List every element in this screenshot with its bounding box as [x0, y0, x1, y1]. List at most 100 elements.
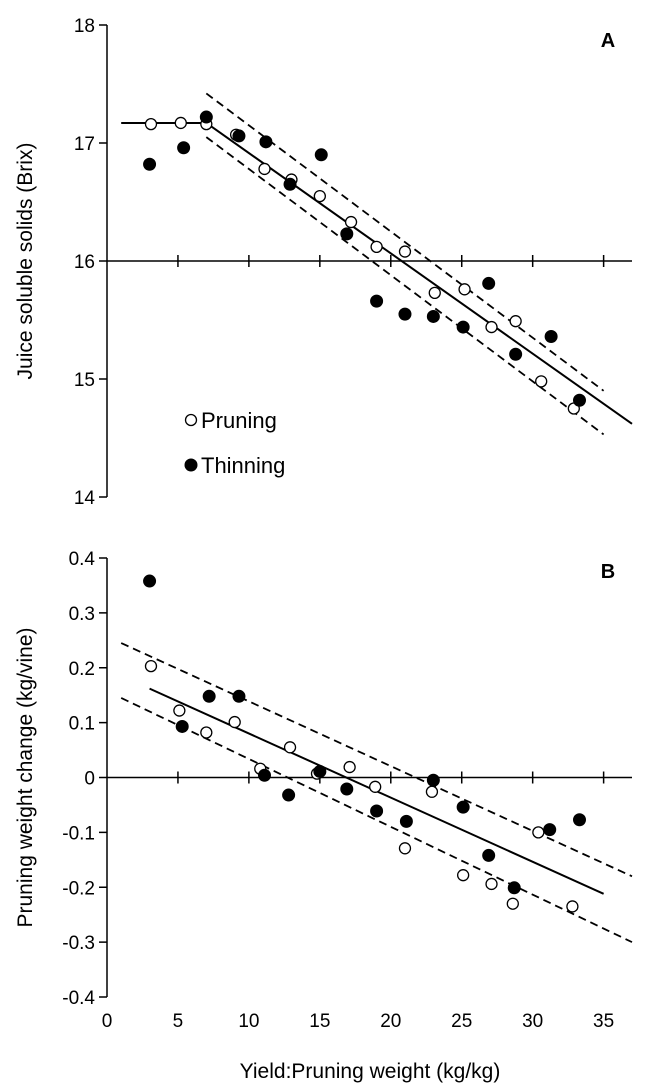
thinning-point — [313, 764, 327, 778]
thinning-point — [143, 157, 157, 171]
pruning-point — [258, 162, 271, 176]
thinning-point — [482, 848, 496, 862]
y-tick-label: 0.2 — [69, 659, 95, 680]
y-tick-label: -0.3 — [62, 933, 95, 954]
y-tick-label: 0.4 — [69, 549, 96, 570]
pruning-point — [425, 785, 439, 798]
pruning-point — [506, 897, 519, 910]
thinning-point — [199, 110, 213, 124]
x-tick-label: 30 — [522, 1011, 543, 1032]
thinning-point — [370, 804, 384, 818]
legend: Pruning Thinning — [184, 408, 285, 478]
pruning-point — [566, 900, 579, 913]
y-tick-label: -0.4 — [62, 988, 95, 1009]
thinning-point — [544, 330, 558, 344]
thinning-point — [232, 129, 246, 143]
legend-thinning-marker — [184, 458, 198, 472]
thinning-point — [232, 689, 246, 703]
y-tick-label: 0.3 — [69, 604, 95, 625]
panel-b-ticks: -0.4 -0.3 -0.2 -0.1 0 0.1 0.2 0.3 0.4 0 5 10 15 20 25 3… — [62, 549, 614, 1032]
thinning-point — [175, 719, 189, 733]
confidence-band-upper — [205, 92, 605, 392]
pruning-point — [369, 780, 382, 793]
x-tick-label: 5 — [173, 1011, 184, 1032]
pruning-point — [228, 715, 241, 729]
pruning-point — [343, 760, 356, 774]
pruning-point — [200, 726, 213, 739]
panel-a-y-axis-title: Juice soluble solids (Brix) — [14, 143, 37, 380]
pruning-point — [485, 877, 498, 891]
thinning-point — [482, 276, 496, 290]
pruning-point — [535, 375, 548, 388]
legend-thinning-label: Thinning — [201, 453, 285, 478]
thinning-point — [340, 782, 354, 796]
pruning-point — [283, 741, 297, 754]
y-tick-label: 18 — [74, 16, 95, 37]
panel-b-data-points — [143, 574, 586, 913]
x-tick-label: 35 — [593, 1011, 614, 1032]
thinning-point — [259, 135, 273, 149]
thinning-point — [426, 773, 440, 787]
thinning-point — [543, 823, 557, 837]
thinning-point — [202, 689, 216, 703]
panel-a-juice-soluble-solids: 14 15 16 17 18 Juice soluble solids (Brix) A… — [14, 16, 633, 509]
panel-a-ticks: 14 15 16 17 18 — [74, 16, 605, 509]
pruning-point — [174, 116, 187, 130]
pruning-point — [370, 240, 383, 253]
pruning-point — [456, 869, 470, 882]
pruning-point — [344, 215, 358, 229]
x-tick-label: 20 — [380, 1011, 401, 1032]
panel-b-label: B — [601, 561, 615, 583]
y-tick-label: 0.1 — [69, 714, 95, 735]
pruning-point — [144, 659, 158, 673]
x-tick-label: 15 — [309, 1011, 330, 1032]
y-tick-label: 0 — [84, 769, 95, 790]
confidence-band-upper — [120, 642, 633, 878]
x-tick-label: 25 — [451, 1011, 472, 1032]
panel-a-label: A — [601, 30, 615, 52]
thinning-point — [573, 813, 586, 827]
panel-a-fit-lines — [121, 92, 633, 436]
y-tick-label: -0.2 — [62, 878, 95, 899]
thinning-point — [370, 294, 384, 308]
pruning-point — [509, 315, 522, 328]
legend-pruning-label: Pruning — [201, 408, 277, 433]
confidence-band-lower — [205, 136, 605, 436]
thinning-point — [399, 814, 413, 828]
thinning-point — [283, 177, 297, 191]
x-axis-title: Yield:Pruning weight (kg/kg) — [240, 1060, 501, 1083]
x-tick-label: 10 — [238, 1011, 259, 1032]
confidence-band-lower — [120, 697, 633, 943]
panel-a-data-points — [143, 110, 586, 415]
pruning-point — [458, 283, 471, 296]
pruning-point — [428, 286, 441, 300]
legend-pruning-marker — [184, 413, 198, 427]
pruning-point — [144, 117, 158, 131]
thinning-point — [573, 393, 586, 407]
y-tick-label: 15 — [74, 370, 95, 391]
y-tick-label: 17 — [74, 134, 95, 155]
fitted-regression-line — [121, 121, 633, 425]
panel-b-y-axis-title: Pruning weight change (kg/vine) — [14, 627, 37, 927]
pruning-point — [398, 842, 412, 855]
pruning-point — [485, 320, 498, 334]
thinning-point — [398, 307, 412, 321]
thinning-point — [258, 768, 271, 782]
thinning-point — [177, 141, 191, 155]
panel-b-pruning-weight-change: -0.4 -0.3 -0.2 -0.1 0 0.1 0.2 0.3 0.4 0 5 10 15 20 25 3… — [14, 549, 633, 1083]
thinning-point — [426, 309, 440, 323]
thinning-point — [143, 574, 157, 588]
thinning-point — [282, 788, 296, 802]
thinning-point — [340, 227, 354, 241]
pruning-point — [532, 826, 545, 839]
pruning-point — [398, 245, 412, 258]
y-tick-label: -0.1 — [62, 823, 95, 844]
pruning-point — [313, 189, 326, 203]
y-tick-label: 14 — [74, 488, 96, 509]
thinning-point — [456, 320, 470, 334]
thinning-point — [456, 800, 470, 814]
thinning-point — [507, 881, 521, 895]
x-tick-label: 0 — [102, 1011, 113, 1032]
pruning-point — [173, 704, 186, 717]
